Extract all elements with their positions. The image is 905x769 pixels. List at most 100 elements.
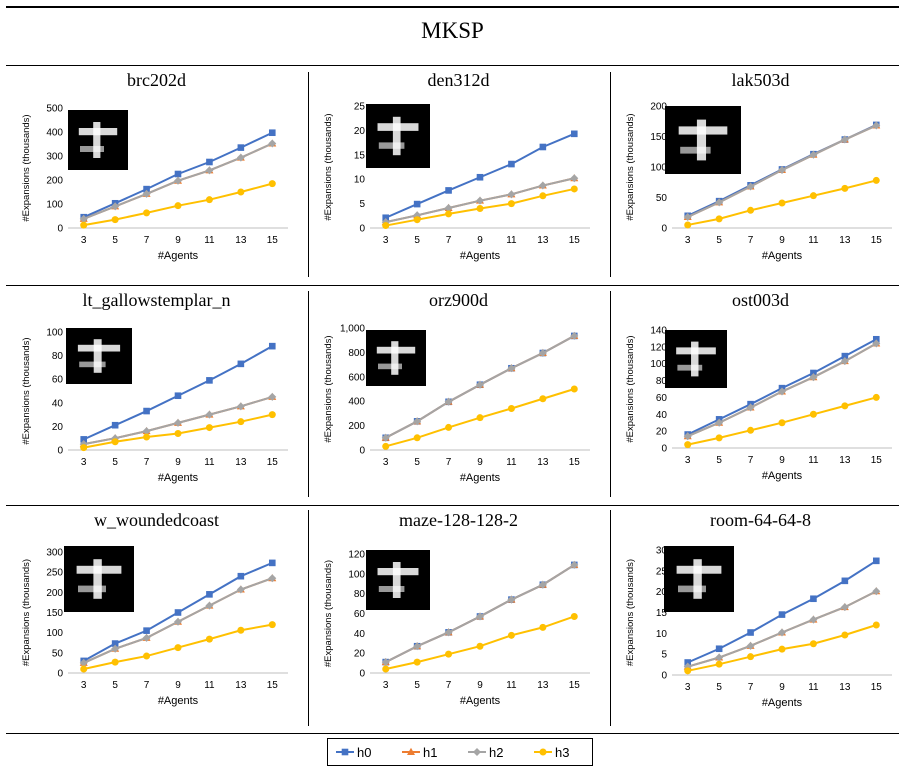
data-point xyxy=(508,160,515,168)
data-point xyxy=(236,585,245,594)
series-h3 xyxy=(382,612,578,673)
y-tick-label: 60 xyxy=(354,609,366,620)
chart-title: orz900d xyxy=(429,290,488,310)
y-tick-label: 5 xyxy=(661,650,667,661)
data-point xyxy=(539,623,547,631)
chart-panel-orz900d: orz900d 0 200 400 600 800 1,000 3 5 7 9 11 13 15 #Agen… xyxy=(308,288,609,508)
data-point xyxy=(872,121,881,130)
data-point xyxy=(111,438,119,446)
legend-label: h0 xyxy=(357,745,371,760)
bottom-rule xyxy=(6,733,899,734)
data-point xyxy=(778,628,786,637)
x-tick-label: 3 xyxy=(383,457,389,468)
y-axis-label: #Expansions (thousands) xyxy=(323,113,334,220)
y-axis-label: #Expansions (thousands) xyxy=(323,560,334,667)
x-tick-label: 7 xyxy=(748,455,754,466)
y-tick-label: 250 xyxy=(46,568,63,579)
x-tick-label: 5 xyxy=(112,235,118,246)
data-point xyxy=(111,216,119,224)
y-axis-label: #Expansions (thousands) xyxy=(21,559,32,666)
data-point xyxy=(205,166,214,175)
chart-title: ost003d xyxy=(731,290,789,310)
y-tick-label: 100 xyxy=(46,628,63,639)
x-tick-label: 15 xyxy=(569,457,581,468)
x-axis-label: #Agents xyxy=(460,695,501,707)
y-tick-label: 20 xyxy=(354,649,366,660)
x-tick-label: 15 xyxy=(871,455,883,466)
data-point xyxy=(570,560,579,569)
x-tick-label: 9 xyxy=(175,680,181,691)
y-tick-label: 25 xyxy=(656,566,668,577)
data-point xyxy=(809,373,818,382)
x-tick-label: 9 xyxy=(477,457,483,468)
data-point xyxy=(683,662,692,671)
x-tick-label: 3 xyxy=(685,455,691,466)
chart-panel-ost003d: ost003d 0 20 40 60 80 100 120 140 3 5 7 9 11 13 15 #Agen… xyxy=(610,288,905,508)
data-point xyxy=(872,339,881,348)
map-thumbnail xyxy=(665,106,741,174)
y-tick-label: 800 xyxy=(348,348,365,359)
data-point xyxy=(872,335,880,343)
data-point xyxy=(142,189,151,198)
y-axis-label: #Expansions (thousands) xyxy=(625,113,636,220)
map-thumbnail xyxy=(664,546,734,612)
series-h0 xyxy=(382,130,578,222)
x-tick-label: 9 xyxy=(175,457,181,468)
y-axis-label: #Expansions (thousands) xyxy=(625,335,636,442)
data-point xyxy=(840,603,849,612)
data-point xyxy=(778,419,786,427)
data-point xyxy=(747,206,755,214)
data-point xyxy=(840,135,849,144)
data-point xyxy=(413,216,421,224)
data-point xyxy=(174,644,182,652)
x-tick-label: 3 xyxy=(81,235,87,246)
data-point xyxy=(111,640,119,647)
data-point xyxy=(143,433,151,441)
x-tick-label: 11 xyxy=(204,457,215,468)
y-tick-label: 10 xyxy=(656,629,668,640)
data-point xyxy=(746,182,755,191)
data-point xyxy=(715,645,723,653)
data-point xyxy=(236,402,245,411)
y-tick-label: 100 xyxy=(46,328,63,339)
y-tick-label: 0 xyxy=(57,669,63,680)
x-tick-label: 5 xyxy=(414,457,420,468)
chart-svg: 0 100 200 300 400 500 3 5 7 9 11 13 15 #Agents #Expans… xyxy=(21,104,288,262)
series-h2 xyxy=(683,587,881,671)
y-tick-label: 60 xyxy=(656,393,668,404)
data-point xyxy=(268,139,277,148)
y-tick-label: 0 xyxy=(57,224,63,235)
data-point xyxy=(206,591,213,598)
series-h3 xyxy=(382,185,578,230)
chart-panel-lt_gallowstemplar_n: lt_gallowstemplar_n 0 20 40 60 80 100 3 5 7 9 11 13 1… xyxy=(6,288,307,508)
x-tick-label: 11 xyxy=(204,680,215,691)
series-h3 xyxy=(684,176,880,229)
y-tick-label: 0 xyxy=(359,669,365,680)
y-tick-label: 80 xyxy=(52,351,64,362)
data-point xyxy=(268,559,276,567)
x-tick-label: 11 xyxy=(808,455,819,466)
data-point xyxy=(778,645,786,653)
data-point xyxy=(539,192,547,200)
x-tick-label: 13 xyxy=(235,680,247,691)
data-point xyxy=(382,442,390,450)
y-tick-label: 300 xyxy=(46,152,63,163)
x-tick-label: 15 xyxy=(267,680,279,691)
data-point xyxy=(111,434,120,443)
data-point xyxy=(841,577,849,585)
y-tick-label: 15 xyxy=(354,150,366,161)
x-tick-label: 11 xyxy=(506,457,517,468)
chart-svg: 0 5 10 15 20 25 3 5 7 9 11 13 15 #Agents #Expansions (… xyxy=(323,102,590,262)
x-tick-label: 9 xyxy=(175,235,181,246)
data-point xyxy=(507,405,515,413)
y-tick-label: 80 xyxy=(656,376,668,387)
chart-title: brc202d xyxy=(127,70,186,90)
x-tick-label: 13 xyxy=(235,235,247,246)
data-point xyxy=(174,176,182,185)
x-tick-label: 3 xyxy=(383,680,389,691)
x-axis-label: #Agents xyxy=(158,472,199,484)
x-tick-label: 5 xyxy=(716,455,722,466)
x-tick-label: 13 xyxy=(537,457,549,468)
data-point xyxy=(570,185,578,193)
data-point xyxy=(538,349,547,358)
